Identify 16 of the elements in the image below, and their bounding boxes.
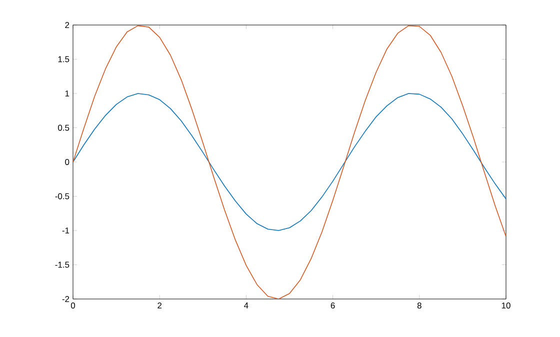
line-series — [73, 25, 506, 299]
y-tick-label: -0.5 — [55, 193, 70, 200]
y-tick-label: 0 — [65, 159, 70, 165]
y-tick-label: 1.5 — [58, 56, 70, 62]
y-tick-label: -1 — [62, 228, 70, 234]
x-tick-label: 6 — [330, 302, 335, 309]
y-tick-label: 0.5 — [58, 124, 70, 131]
y-tick-label: 1 — [65, 90, 70, 96]
x-tick-label: 10 — [502, 302, 510, 309]
x-tick-label: 2 — [158, 302, 162, 308]
y-tick-label: 2 — [65, 22, 70, 28]
x-tick-label: 8 — [417, 302, 422, 309]
x-tick-label: 4 — [244, 302, 248, 308]
x-tick-label: 0 — [70, 302, 76, 309]
y-tick-label: -2 — [62, 296, 70, 302]
y-tick-label: -1.5 — [55, 262, 70, 268]
